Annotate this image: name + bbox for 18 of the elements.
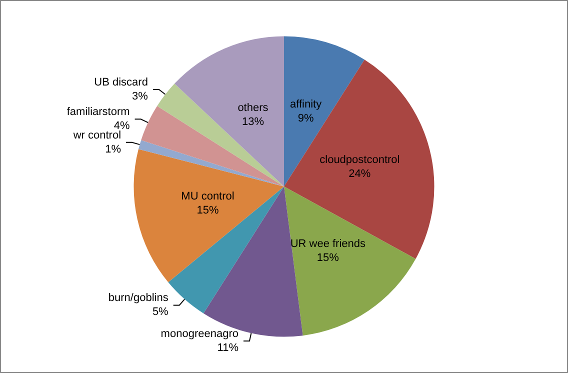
data-label: 24%: [348, 168, 371, 180]
data-label: 5%: [152, 306, 169, 318]
data-label: 1%: [105, 143, 122, 156]
slice-label: burn/goblins: [108, 292, 169, 304]
slice-label: familiarstorm: [66, 106, 130, 118]
slice-label: cloudpostcontrol: [320, 154, 400, 166]
data-label: 9%: [298, 112, 314, 124]
slice-label: monogreenagro: [160, 328, 238, 340]
slice-label: MU control: [181, 190, 234, 203]
slice-label: UR wee friends: [290, 238, 366, 250]
slice-label: affinity: [290, 98, 322, 110]
data-label: 15%: [196, 204, 219, 217]
data-label: 13%: [242, 116, 264, 128]
data-label: 3%: [132, 90, 148, 103]
slice-label: others: [238, 102, 269, 114]
data-label: 11%: [217, 342, 239, 354]
slice-label: UB discard: [94, 76, 148, 89]
data-label: 15%: [316, 252, 340, 264]
